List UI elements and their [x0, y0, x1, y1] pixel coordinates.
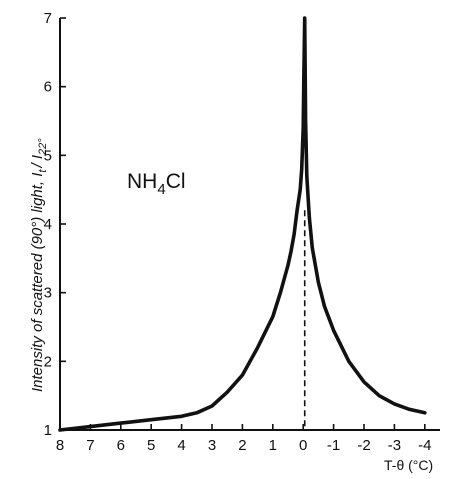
y-tick-label: 2: [44, 353, 52, 370]
x-tick-label: 1: [269, 437, 277, 454]
y-tick-label: 6: [44, 79, 52, 96]
y-tick-label: 4: [44, 216, 52, 233]
y-tick-label: 3: [44, 285, 52, 302]
x-tick-label: 0: [299, 437, 307, 454]
x-tick-label: -2: [357, 437, 370, 454]
x-tick-label: 5: [147, 437, 155, 454]
tick-labels-group: 8 7 6 5 4 3 2 1 0 -1 -2 -3 -4 1 2 3 4 5 6 7: [44, 10, 432, 454]
x-axis-title: T-θ (°C): [384, 457, 433, 473]
x-tick-label: 4: [177, 437, 185, 454]
compound-annotation: NH4Cl: [127, 170, 186, 198]
y-axis-title: Intensity of scattered (90°) light, It/ …: [29, 138, 49, 392]
x-tick-label: -3: [388, 437, 401, 454]
x-tick-label: 3: [208, 437, 216, 454]
y-tick-label: 7: [44, 10, 52, 27]
x-tick-label: 6: [117, 437, 125, 454]
x-tick-label: -1: [327, 437, 340, 454]
intensity-curve: [58, 16, 427, 432]
x-tick-label: 2: [238, 437, 246, 454]
axes-group: [59, 18, 440, 431]
x-tick-label: -4: [418, 437, 431, 454]
x-tick-label: 7: [86, 437, 94, 454]
ticks-group: [59, 17, 426, 431]
y-tick-label: 5: [44, 147, 52, 164]
x-tick-label: 8: [56, 437, 64, 454]
y-tick-label: 1: [44, 422, 52, 439]
